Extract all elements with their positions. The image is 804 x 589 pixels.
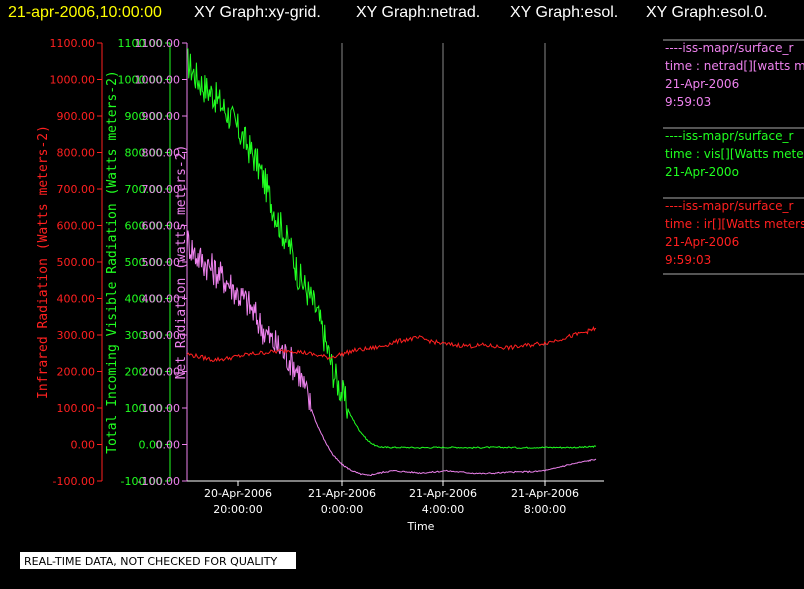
y-tick-label-vis: 1100.00 [118, 37, 164, 50]
y-tick-label-netrad: 1000.00 [135, 74, 181, 87]
legend-entry-text: 21-Apr-200o [665, 165, 739, 179]
y-tick-label-vis: 400.00 [125, 293, 164, 306]
x-tick-date: 20-Apr-2006 [204, 487, 272, 500]
y-tick-label-netrad: 800.00 [142, 147, 181, 160]
y-tick-label-ir: 800.00 [57, 147, 96, 160]
x-axis: 20-Apr-2006 20:00:00 21-Apr-2006 0:00:00 21-… [187, 480, 604, 533]
header-graph-1: XY Graph:xy-grid. [194, 4, 321, 21]
header-graph-3: XY Graph:esol. [510, 4, 618, 21]
x-tick-date: 21-Apr-2006 [308, 487, 376, 500]
y-tick-label-netrad: 700.00 [142, 183, 181, 196]
y-tick-label-ir: -100.00 [53, 475, 95, 488]
header-graph-2: XY Graph:netrad. [356, 4, 480, 21]
legend-entry-text: ----iss-mapr/surface_r [665, 129, 793, 143]
series-line-netrad [186, 230, 597, 477]
legend-entry-text: 9:59:03 [665, 253, 711, 267]
y-tick-label-netrad: 500.00 [142, 256, 181, 269]
y-tick-label-netrad: 0.00 [156, 439, 181, 452]
x-tick-time: 8:00:00 [524, 503, 566, 516]
y-tick-label-vis: 0.00 [139, 439, 164, 452]
y-tick-label-netrad: 100.00 [142, 402, 181, 415]
y-tick-label-ir: 1100.00 [50, 37, 96, 50]
y-tick-label-ir: 1000.00 [50, 74, 96, 87]
plot-area [186, 43, 597, 481]
y-tick-label-netrad: 600.00 [142, 220, 181, 233]
y-axes: 1100.00 1000.00 900.00 800.00 700.00 600.00 50… [36, 37, 189, 488]
y-tick-label-ir: 600.00 [57, 220, 96, 233]
legend-entry-text: ----iss-mapr/surface_r [665, 41, 793, 55]
y-tick-label-vis: 500.00 [125, 256, 164, 269]
y-tick-label-ir: 300.00 [57, 329, 96, 342]
x-tick-time: 4:00:00 [422, 503, 464, 516]
y-tick-label-vis: 300.00 [125, 329, 164, 342]
legend-entry-text: time : vis[][Watts mete [665, 147, 804, 161]
y-tick-label-vis: 200.00 [125, 366, 164, 379]
legend-entry-text: time : netrad[][watts m [665, 59, 804, 73]
y-tick-label-netrad: 300.00 [142, 329, 181, 342]
y-tick-label-vis: 700.00 [125, 183, 164, 196]
x-tick-date: 21-Apr-2006 [409, 487, 477, 500]
y-tick-label-vis: 1000.00 [118, 74, 164, 87]
x-tick-time: 20:00:00 [213, 503, 262, 516]
header-graph-4: XY Graph:esol.0. [646, 4, 768, 21]
graph-header: 21-apr-2006,10:00:00 XY Graph:xy-grid. X… [8, 4, 768, 21]
y-tick-label-netrad: 400.00 [142, 293, 181, 306]
y-tick-label-ir: 100.00 [57, 402, 96, 415]
header-time: 21-apr-2006,10:00:00 [8, 4, 162, 21]
quality-disclaimer: REAL-TIME DATA, NOT CHECKED FOR QUALITY [19, 551, 297, 570]
legend-entry-text: 21-Apr-2006 [665, 77, 739, 91]
y-tick-label-vis: 800.00 [125, 147, 164, 160]
y-tick-label-vis: -100.00 [121, 475, 163, 488]
y-tick-label-ir: 900.00 [57, 110, 96, 123]
series-line-vis [186, 48, 597, 449]
x-axis-label: Time [407, 520, 435, 533]
y-tick-label-vis: 600.00 [125, 220, 164, 233]
y-tick-label-netrad: 200.00 [142, 366, 181, 379]
legend-entry-text: time : ir[][Watts meters [665, 217, 804, 231]
x-tick-date: 21-Apr-2006 [511, 487, 579, 500]
y-tick-label-ir: 0.00 [71, 439, 96, 452]
y-axis-label-ir: Infrared Radiation (Watts meters-2) [36, 125, 51, 399]
series-line-ir [186, 325, 597, 363]
y-tick-label-netrad: -100.00 [138, 475, 180, 488]
y-axis-label-vis: Total Incoming Visible Radiation (Watts … [105, 70, 120, 454]
legend-entry-text: 9:59:03 [665, 95, 711, 109]
legend-entry-text: 21-Apr-2006 [665, 235, 739, 249]
x-tick-time: 0:00:00 [321, 503, 363, 516]
y-tick-label-netrad: 1100.00 [135, 37, 181, 50]
y-tick-label-ir: 200.00 [57, 366, 96, 379]
y-tick-label-netrad: 900.00 [142, 110, 181, 123]
y-tick-label-vis: 900.00 [125, 110, 164, 123]
y-axis-label-netrad: Net Radiation (watts meters-2) [174, 145, 189, 380]
legend-entry-text: ----iss-mapr/surface_r [665, 199, 793, 213]
y-tick-label-ir: 500.00 [57, 256, 96, 269]
y-tick-label-ir: 400.00 [57, 293, 96, 306]
y-tick-label-ir: 700.00 [57, 183, 96, 196]
y-tick-label-vis: 100.00 [125, 402, 164, 415]
